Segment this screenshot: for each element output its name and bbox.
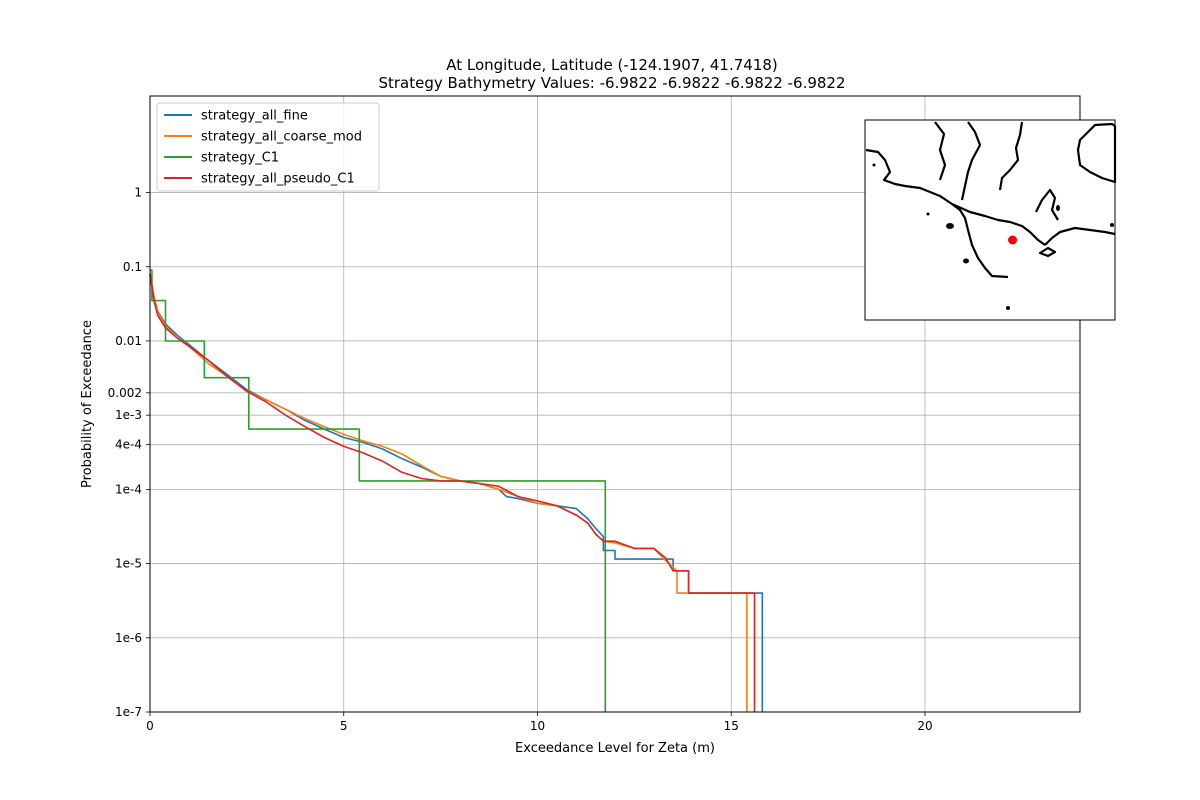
- x-tick-label: 20: [917, 719, 932, 733]
- y-axis-ticks: 1e-7 1e-6 1e-5 1e-4 4e-4 1e-3 0.002 0.01 0.1 1: [108, 186, 150, 719]
- x-tick-label: 15: [724, 719, 739, 733]
- x-tick-label: 5: [340, 719, 348, 733]
- y-tick-label: 0.002: [108, 386, 142, 400]
- y-tick-label: 1: [134, 186, 142, 200]
- y-tick-label: 1e-5: [115, 557, 142, 571]
- legend-entry: strategy_all_coarse_mod: [201, 130, 362, 145]
- y-tick-label: 1e-4: [115, 482, 142, 496]
- y-tick-label: 0.01: [115, 334, 142, 348]
- grid-lines: [149, 96, 1080, 713]
- x-tick-label: 0: [146, 719, 154, 733]
- plot-frame: [149, 95, 1081, 713]
- chart-subtitle: Strategy Bathymetry Values: -6.9822 -6.9…: [378, 74, 845, 92]
- legend-box: [156, 102, 380, 192]
- legend: strategy_all_fine strategy_all_coarse_mod…: [156, 102, 380, 192]
- legend-entry: strategy_all_pseudo_C1: [201, 172, 355, 187]
- legend-entry: strategy_all_fine: [201, 109, 308, 124]
- x-tick-label: 10: [530, 719, 545, 733]
- inset-map-frame: [864, 119, 1116, 321]
- y-tick-label: 1e-7: [115, 705, 142, 719]
- series-lines: [149, 269, 764, 712]
- y-tick-label: 0.1: [123, 260, 142, 274]
- inset-map: [864, 119, 1117, 321]
- location-marker: [1008, 235, 1017, 245]
- series-line-strategy_all_pseudo_C1: [149, 273, 756, 712]
- y-tick-label: 4e-4: [115, 438, 142, 452]
- legend-entry: strategy_C1: [201, 151, 279, 166]
- x-axis-ticks: 0 5 10 15 20: [146, 712, 933, 733]
- y-axis-label: Probability of Exceedance: [80, 320, 95, 488]
- series-line-strategy_C1: [150, 269, 607, 712]
- y-tick-label: 1e-3: [115, 408, 142, 422]
- inset-map-islands: [872, 163, 1114, 310]
- x-axis-label: Exceedance Level for Zeta (m): [515, 741, 715, 756]
- inset-map-coastline: [865, 121, 1117, 279]
- chart-title: At Longitude, Latitude (-124.1907, 41.74…: [446, 56, 778, 74]
- y-tick-label: 1e-6: [115, 631, 142, 645]
